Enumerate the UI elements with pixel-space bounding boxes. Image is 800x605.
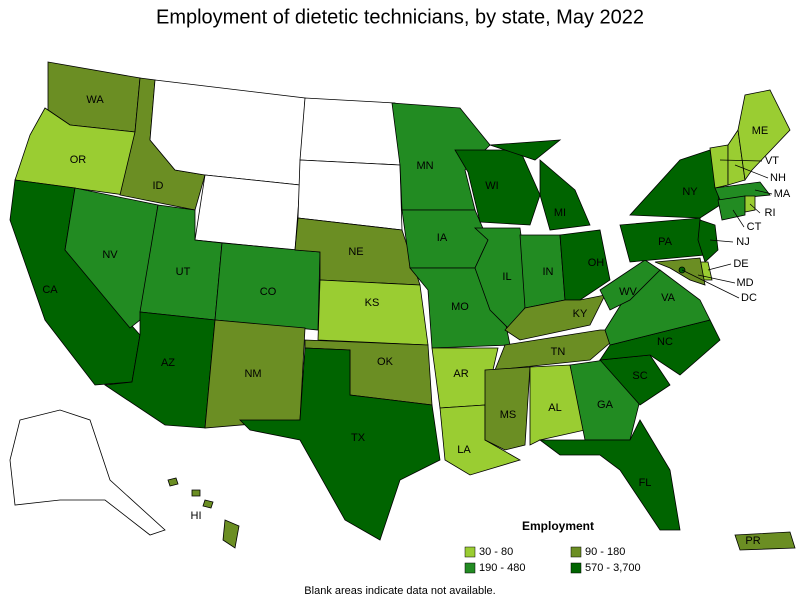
- state-label: IN: [543, 266, 554, 278]
- state-label: CO: [260, 286, 277, 298]
- state-label: TX: [351, 432, 366, 444]
- leader-line: [707, 263, 732, 271]
- state-label: MI: [554, 207, 566, 219]
- state-label: MN: [416, 160, 433, 172]
- state-label: IL: [502, 271, 511, 283]
- state: [64, 187, 159, 329]
- legend-swatch: [464, 546, 476, 558]
- state-label: IA: [437, 232, 448, 244]
- states: [9, 61, 796, 551]
- state: [239, 347, 441, 541]
- state: [194, 174, 301, 251]
- leader-line: [719, 159, 763, 162]
- state-label: ME: [752, 125, 769, 137]
- legend-swatch: [464, 562, 476, 574]
- state-label: AR: [453, 368, 468, 380]
- state: [629, 149, 721, 219]
- state-label: VT: [765, 155, 779, 167]
- leader-line: [681, 269, 740, 299]
- leader-line: [709, 239, 734, 243]
- legend-label: 570 - 3,700: [585, 562, 641, 574]
- state-label: MD: [736, 277, 753, 289]
- state-label: RI: [765, 207, 776, 219]
- state: [484, 366, 531, 451]
- state: [599, 259, 661, 311]
- state: [734, 531, 796, 551]
- state-label: MO: [451, 301, 469, 313]
- state: [717, 195, 746, 221]
- state: [9, 409, 166, 536]
- state-label: AL: [548, 402, 561, 414]
- state-label: HI: [191, 510, 202, 522]
- state-label: TN: [551, 346, 566, 358]
- state-label: KS: [365, 297, 380, 309]
- state-label: NJ: [736, 236, 749, 248]
- leader-line: [732, 209, 745, 228]
- state-label: UT: [176, 266, 191, 278]
- state: [559, 229, 611, 301]
- state: [697, 219, 719, 263]
- state-label: OK: [377, 356, 394, 368]
- state-label: VA: [661, 292, 676, 304]
- leader-line: [754, 189, 773, 195]
- state-label: PA: [658, 236, 673, 248]
- legend-label: 90 - 180: [585, 546, 625, 558]
- state-label: NE: [348, 246, 363, 258]
- state-label: FL: [639, 477, 652, 489]
- state-label: WA: [86, 94, 104, 106]
- state: [299, 97, 401, 166]
- note: Blank areas indicate data not available.: [304, 585, 495, 597]
- state: [489, 139, 591, 231]
- legend-label: 30 - 80: [479, 546, 513, 558]
- state-label: AZ: [161, 357, 175, 369]
- state-label: WV: [619, 286, 637, 298]
- state: [504, 294, 606, 341]
- state-label: SC: [632, 370, 647, 382]
- state: [494, 329, 627, 371]
- leader-line: [749, 203, 761, 214]
- state-label: LA: [457, 444, 471, 456]
- state-label: NM: [244, 368, 261, 380]
- leader-line: [697, 274, 736, 284]
- state-label: KY: [573, 308, 588, 320]
- state-label: OH: [588, 257, 605, 269]
- state-label: OR: [70, 154, 87, 166]
- title: Employment of dietetic technicians, by s…: [156, 6, 644, 28]
- state: [538, 419, 681, 531]
- state-label: DE: [733, 258, 748, 270]
- state-label: CT: [747, 221, 762, 233]
- state: [737, 89, 791, 182]
- legend: 30 - 80 90 - 180 190 - 480 570 - 3,700: [464, 546, 641, 574]
- leader-line: [734, 164, 769, 179]
- legend-label: 190 - 480: [479, 562, 525, 574]
- state-label: ID: [153, 180, 164, 192]
- state-label: MA: [774, 188, 791, 200]
- state-label: PR: [745, 535, 760, 547]
- state-label: NV: [102, 249, 118, 261]
- state: [529, 364, 586, 446]
- state-label: MS: [500, 409, 517, 421]
- legend-title: Employment: [522, 519, 594, 533]
- state-label: DC: [741, 292, 757, 304]
- state: [317, 279, 429, 346]
- state-label: WI: [485, 180, 498, 192]
- legend-swatch: [570, 546, 582, 558]
- state-label: NY: [682, 186, 698, 198]
- state: [714, 181, 771, 201]
- legend-swatch: [570, 562, 582, 574]
- state-label: NH: [770, 172, 786, 184]
- state-label: CA: [42, 284, 58, 296]
- state-label: NC: [657, 336, 673, 348]
- state: [167, 477, 240, 549]
- state-label: GA: [597, 399, 614, 411]
- labels: WA OR CA NV ID UT AZ CO NM NE KS OK TX MN IA MO AR LA WI IL…: [42, 94, 791, 547]
- state: [391, 102, 491, 211]
